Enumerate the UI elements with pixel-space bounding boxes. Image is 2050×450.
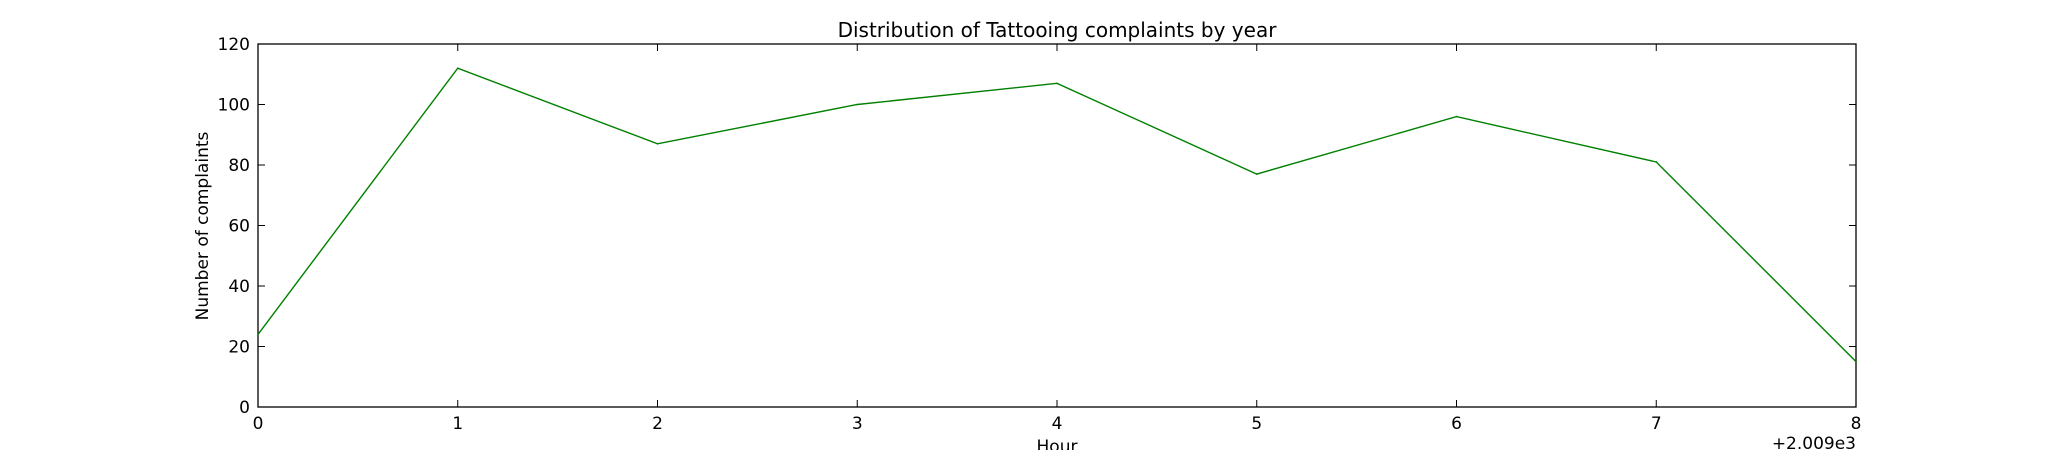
y-tick-label: 20 (228, 338, 250, 358)
x-tick-label: 2 (652, 414, 663, 434)
y-tick-label: 60 (228, 217, 250, 237)
series-line (257, 67, 1857, 363)
x-axis-label: Hour (1037, 437, 1078, 450)
x-tick-label: 8 (1851, 414, 1862, 434)
x-tick-label: 5 (1251, 414, 1262, 434)
x-tick-label: 6 (1451, 414, 1462, 434)
x-tick-label: 4 (1052, 414, 1063, 434)
chart-title: Distribution of Tattooing complaints by … (838, 18, 1278, 42)
data-point (456, 67, 459, 69)
x-axis-offset-label: +2.009e3 (1772, 434, 1856, 450)
y-tick-label: 120 (218, 35, 250, 55)
data-point (1056, 82, 1058, 85)
data-point (856, 103, 859, 106)
y-tick-label: 80 (228, 156, 250, 176)
x-tick-label: 1 (452, 414, 463, 434)
y-tick-label: 0 (239, 398, 250, 418)
data-point (1855, 360, 1857, 363)
x-tick-label: 7 (1651, 414, 1662, 434)
data-point (1655, 161, 1658, 163)
y-tick-label: 100 (218, 96, 250, 116)
data-point (1455, 115, 1458, 118)
series-layer (257, 67, 1857, 363)
plot-frame (257, 43, 1857, 408)
y-axis-label: Number of complaints (193, 131, 213, 320)
y-tick-label: 40 (228, 277, 250, 297)
data-point (656, 143, 659, 145)
data-point (1255, 173, 1258, 175)
data-point (257, 333, 259, 336)
x-tick-label: 0 (253, 414, 264, 434)
x-tick-label: 3 (852, 414, 863, 434)
